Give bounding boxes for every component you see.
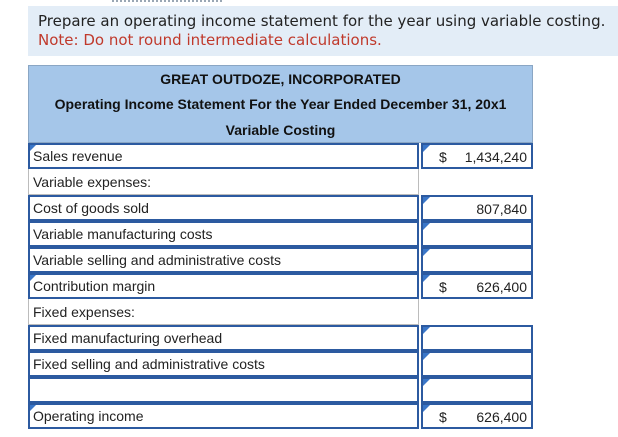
amount-input[interactable]: [421, 325, 533, 351]
currency-symbol: $: [439, 279, 447, 295]
dropdown-flag-icon: [423, 145, 430, 152]
amount-input[interactable]: $ 1,434,240: [421, 143, 533, 169]
amount-value: 626,400: [476, 279, 527, 295]
row-variable-manufacturing-costs: Variable manufacturing costs: [28, 221, 533, 247]
row-variable-expenses-heading: Variable expenses:: [28, 169, 533, 195]
row-contribution-margin: Contribution margin $ 626,400: [28, 273, 533, 299]
top-divider: [112, 0, 222, 4]
costing-method-header: Variable Costing: [28, 117, 533, 143]
section-label: Fixed expenses:: [28, 299, 419, 325]
line-item-label: Operating income: [33, 408, 144, 424]
dropdown-flag-icon: [30, 275, 36, 281]
line-item-field[interactable]: Fixed manufacturing overhead: [28, 325, 419, 351]
instruction-box: Prepare an operating income statement fo…: [28, 6, 618, 56]
dropdown-flag-icon: [423, 353, 430, 360]
statement-title-header: Operating Income Statement For the Year …: [28, 91, 533, 117]
row-operating-income: Operating income $ 626,400: [28, 403, 533, 429]
amount-input[interactable]: [421, 221, 533, 247]
row-fixed-expenses-heading: Fixed expenses:: [28, 299, 533, 325]
dropdown-flag-icon: [423, 197, 430, 204]
row-fixed-selling-admin-costs: Fixed selling and administrative costs: [28, 351, 533, 377]
dropdown-flag-icon: [423, 223, 430, 230]
line-item-label: Contribution margin: [33, 278, 156, 294]
amount-input[interactable]: $ 626,400: [421, 273, 533, 299]
amount-input[interactable]: [421, 377, 533, 403]
line-item-select[interactable]: Operating income: [28, 403, 419, 429]
company-name-header: GREAT OUTDOZE, INCORPORATED: [28, 65, 533, 91]
line-item-field[interactable]: Variable selling and administrative cost…: [28, 247, 419, 273]
dropdown-flag-icon: [423, 275, 430, 282]
amount-input[interactable]: $ 626,400: [421, 403, 533, 429]
line-item-label: Sales revenue: [33, 148, 123, 164]
amount-value: 626,400: [476, 409, 527, 425]
dropdown-flag-icon: [423, 249, 430, 256]
row-fixed-manufacturing-overhead: Fixed manufacturing overhead: [28, 325, 533, 351]
amount-value: 1,434,240: [464, 149, 527, 165]
line-item-select[interactable]: Sales revenue: [28, 143, 419, 169]
amount-value: 807,840: [476, 201, 527, 217]
dropdown-flag-icon: [30, 405, 36, 411]
line-item-label: Variable selling and administrative cost…: [33, 252, 281, 268]
dropdown-flag-icon: [423, 405, 430, 412]
instruction-note: Note: Do not round intermediate calculat…: [38, 31, 382, 49]
line-item-label: Variable manufacturing costs: [33, 226, 213, 242]
section-label: Variable expenses:: [28, 169, 419, 195]
line-item-field[interactable]: Variable manufacturing costs: [28, 221, 419, 247]
row-blank: [28, 377, 533, 403]
instruction-text: Prepare an operating income statement fo…: [38, 12, 606, 30]
line-item-label: Fixed selling and administrative costs: [33, 356, 265, 372]
line-item-label: Cost of goods sold: [33, 200, 149, 216]
amount-input[interactable]: 807,840: [421, 195, 533, 221]
row-variable-selling-admin-costs: Variable selling and administrative cost…: [28, 247, 533, 273]
line-item-field[interactable]: Fixed selling and administrative costs: [28, 351, 419, 377]
amount-input[interactable]: [421, 247, 533, 273]
line-item-select[interactable]: Contribution margin: [28, 273, 419, 299]
line-item-field[interactable]: Cost of goods sold: [28, 195, 419, 221]
amount-input[interactable]: [421, 351, 533, 377]
dropdown-flag-icon: [423, 379, 430, 386]
currency-symbol: $: [439, 409, 447, 425]
dropdown-flag-icon: [30, 145, 36, 151]
row-cost-of-goods-sold: Cost of goods sold 807,840: [28, 195, 533, 221]
line-item-field[interactable]: [28, 377, 419, 403]
dropdown-flag-icon: [423, 327, 430, 334]
currency-symbol: $: [439, 149, 447, 165]
line-item-label: Fixed manufacturing overhead: [33, 330, 223, 346]
row-sales-revenue: Sales revenue $ 1,434,240: [28, 143, 533, 169]
